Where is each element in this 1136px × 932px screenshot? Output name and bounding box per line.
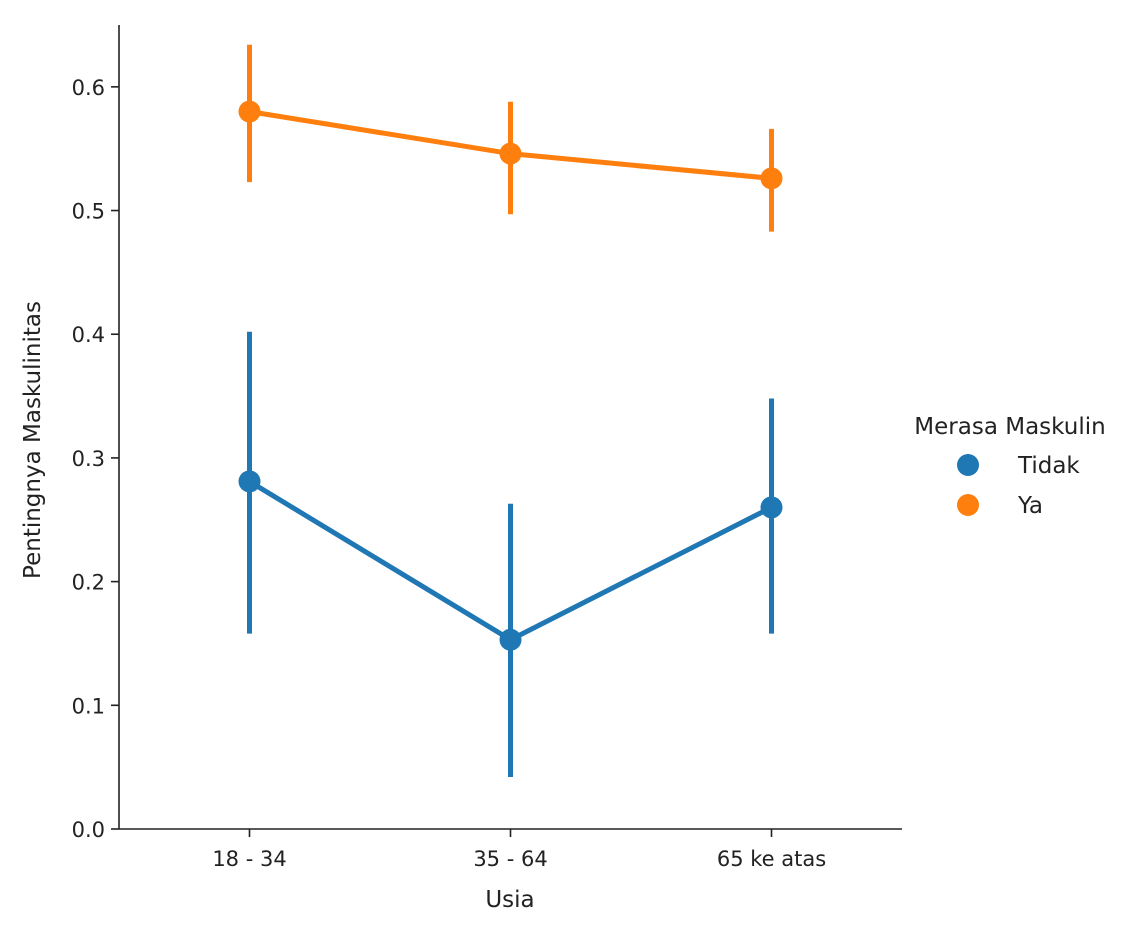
x-tick-label: 65 ke atas	[717, 847, 826, 871]
legend-title: Merasa Maskulin	[914, 414, 1105, 440]
legend-marker	[957, 454, 979, 476]
x-tick-label: 35 - 64	[473, 847, 547, 871]
legend-label: Tidak	[1017, 453, 1080, 479]
y-axis-label: Pentingnya Maskulinitas	[20, 301, 46, 579]
legend-marker	[957, 494, 979, 516]
y-tick-label: 0.5	[72, 200, 105, 224]
axes: 0.0 0.1 0.2 0.3 0.4 0.5 0.6 18 - 34 35 - 64 65 ke…	[72, 25, 902, 871]
x-axis-label: Usia	[485, 887, 534, 913]
data-point	[760, 496, 783, 519]
y-tick-label: 0.1	[72, 694, 105, 718]
data-point	[238, 470, 261, 493]
series-tidak	[238, 331, 783, 778]
series-ya	[238, 44, 783, 232]
y-tick-label: 0.6	[72, 76, 105, 100]
marks	[238, 44, 783, 778]
data-point	[499, 142, 522, 165]
legend: Merasa Maskulin Tidak Ya	[914, 414, 1105, 519]
legend-label: Ya	[1017, 493, 1043, 519]
data-point	[760, 167, 783, 190]
y-tick-label: 0.2	[72, 571, 105, 595]
y-tick-label: 0.0	[72, 818, 105, 842]
data-point	[499, 628, 522, 651]
data-point	[238, 100, 261, 123]
y-tick-label: 0.3	[72, 447, 105, 471]
x-tick-label: 18 - 34	[212, 847, 286, 871]
y-tick-label: 0.4	[72, 323, 105, 347]
